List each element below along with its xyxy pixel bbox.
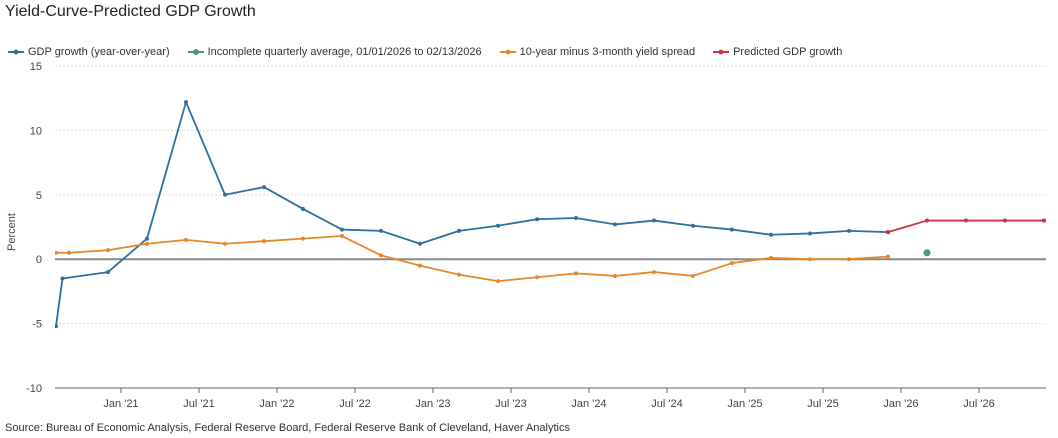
data-point-spread	[106, 248, 110, 253]
data-point-gdp	[55, 324, 58, 329]
legend-label-gdp: GDP growth (year-over-year)	[28, 46, 170, 58]
data-point-spread	[652, 270, 656, 275]
grid-layer	[55, 65, 1046, 389]
y-tick-label: 10	[30, 125, 42, 137]
legend-item-gdp-growth[interactable]: GDP growth (year-over-year)	[8, 46, 170, 58]
legend-item-incomplete-average[interactable]: Incomplete quarterly average, 01/01/2026…	[187, 46, 482, 58]
data-point-predicted	[964, 218, 968, 223]
data-point-incomplete	[923, 249, 931, 257]
data-point-spread	[418, 263, 422, 268]
data-point-gdp	[535, 217, 539, 222]
x-tick-label: Jan '21	[103, 398, 138, 410]
data-point-spread	[613, 273, 617, 278]
data-point-gdp	[262, 185, 266, 190]
data-point-spread	[340, 234, 344, 239]
x-tick-label: Jul '22	[339, 398, 370, 410]
data-point-spread	[691, 273, 695, 278]
data-point-predicted	[925, 218, 929, 223]
x-tick-label: Jul '25	[807, 398, 838, 410]
y-axis-label: Percent	[6, 213, 18, 251]
axis-layer: 15 10 5 0 -5 -10 Jan '21 Jul '21 Jan '22 Jul '22 J…	[26, 61, 1046, 410]
data-point-gdp	[457, 228, 461, 233]
y-tick-label: 5	[36, 190, 42, 202]
data-point-spread	[886, 254, 890, 259]
data-point-gdp	[808, 231, 812, 236]
data-point-spread	[496, 279, 500, 284]
data-point-spread	[769, 255, 773, 260]
data-point-spread	[67, 250, 71, 255]
x-tick-label: Jul '21	[183, 398, 214, 410]
legend-label-spread: 10-year minus 3-month yield spread	[519, 46, 696, 58]
data-point-spread	[808, 257, 812, 262]
data-point-spread	[535, 275, 539, 280]
data-point-spread	[457, 272, 461, 277]
data-point-gdp	[184, 100, 188, 105]
x-tick-label: Jan '26	[883, 398, 918, 410]
x-tick-label: Jan '23	[415, 398, 450, 410]
data-point-gdp	[730, 227, 734, 232]
x-tick-label: Jan '22	[259, 398, 294, 410]
x-tick-label: Jan '24	[571, 398, 606, 410]
data-point-spread	[847, 257, 851, 262]
series-layer	[55, 100, 1046, 329]
data-point-spread	[55, 250, 58, 255]
data-point-gdp	[769, 232, 773, 237]
legend-label-predicted: Predicted GDP growth	[733, 46, 843, 58]
data-point-spread	[379, 253, 383, 258]
data-point-spread	[184, 237, 188, 242]
data-point-spread	[574, 271, 578, 276]
data-point-gdp	[847, 228, 851, 233]
x-tick-label: Jul '26	[963, 398, 994, 410]
data-point-gdp	[691, 223, 695, 228]
y-tick-label: -5	[32, 319, 42, 331]
data-point-gdp	[106, 270, 110, 275]
x-tick-label: Jan '25	[727, 398, 762, 410]
legend-marker-spread	[499, 49, 516, 55]
chart-legend: GDP growth (year-over-year) Incomplete q…	[8, 44, 860, 60]
data-point-spread	[145, 241, 149, 246]
data-point-spread	[730, 261, 734, 266]
legend-item-predicted-gdp[interactable]: Predicted GDP growth	[713, 46, 842, 58]
data-point-gdp	[496, 223, 500, 228]
y-tick-label: -10	[26, 383, 42, 395]
legend-item-yield-spread[interactable]: 10-year minus 3-month yield spread	[499, 46, 696, 58]
data-point-gdp	[379, 228, 383, 233]
data-point-gdp	[340, 227, 344, 232]
series-line-predicted	[887, 219, 1046, 234]
source-note: Source: Bureau of Economic Analysis, Fed…	[5, 422, 570, 434]
data-point-spread	[262, 239, 266, 244]
legend-label-incomplete: Incomplete quarterly average, 01/01/2026…	[207, 46, 482, 58]
data-point-spread	[223, 241, 227, 246]
data-point-spread	[301, 236, 305, 241]
chart-title: Yield-Curve-Predicted GDP Growth	[5, 3, 256, 20]
y-tick-label: 15	[30, 61, 42, 73]
data-point-gdp	[574, 215, 578, 220]
data-point-gdp	[613, 222, 617, 227]
data-point-predicted	[1003, 218, 1007, 223]
x-tick-label: Jul '24	[651, 398, 682, 410]
data-point-predicted	[1042, 218, 1046, 223]
data-point-gdp	[223, 192, 227, 197]
data-point-gdp	[418, 241, 422, 246]
data-point-gdp	[145, 236, 149, 241]
x-tick-label: Jul '23	[495, 398, 526, 410]
legend-marker-incomplete	[187, 49, 204, 55]
data-point-gdp	[301, 206, 305, 211]
legend-marker-predicted	[713, 49, 730, 55]
y-tick-label: 0	[36, 254, 42, 266]
data-point-predicted	[886, 230, 890, 235]
legend-marker-gdp	[8, 49, 24, 55]
series-line-gdp	[55, 101, 889, 327]
data-point-gdp	[652, 218, 656, 223]
data-point-gdp	[60, 276, 65, 281]
